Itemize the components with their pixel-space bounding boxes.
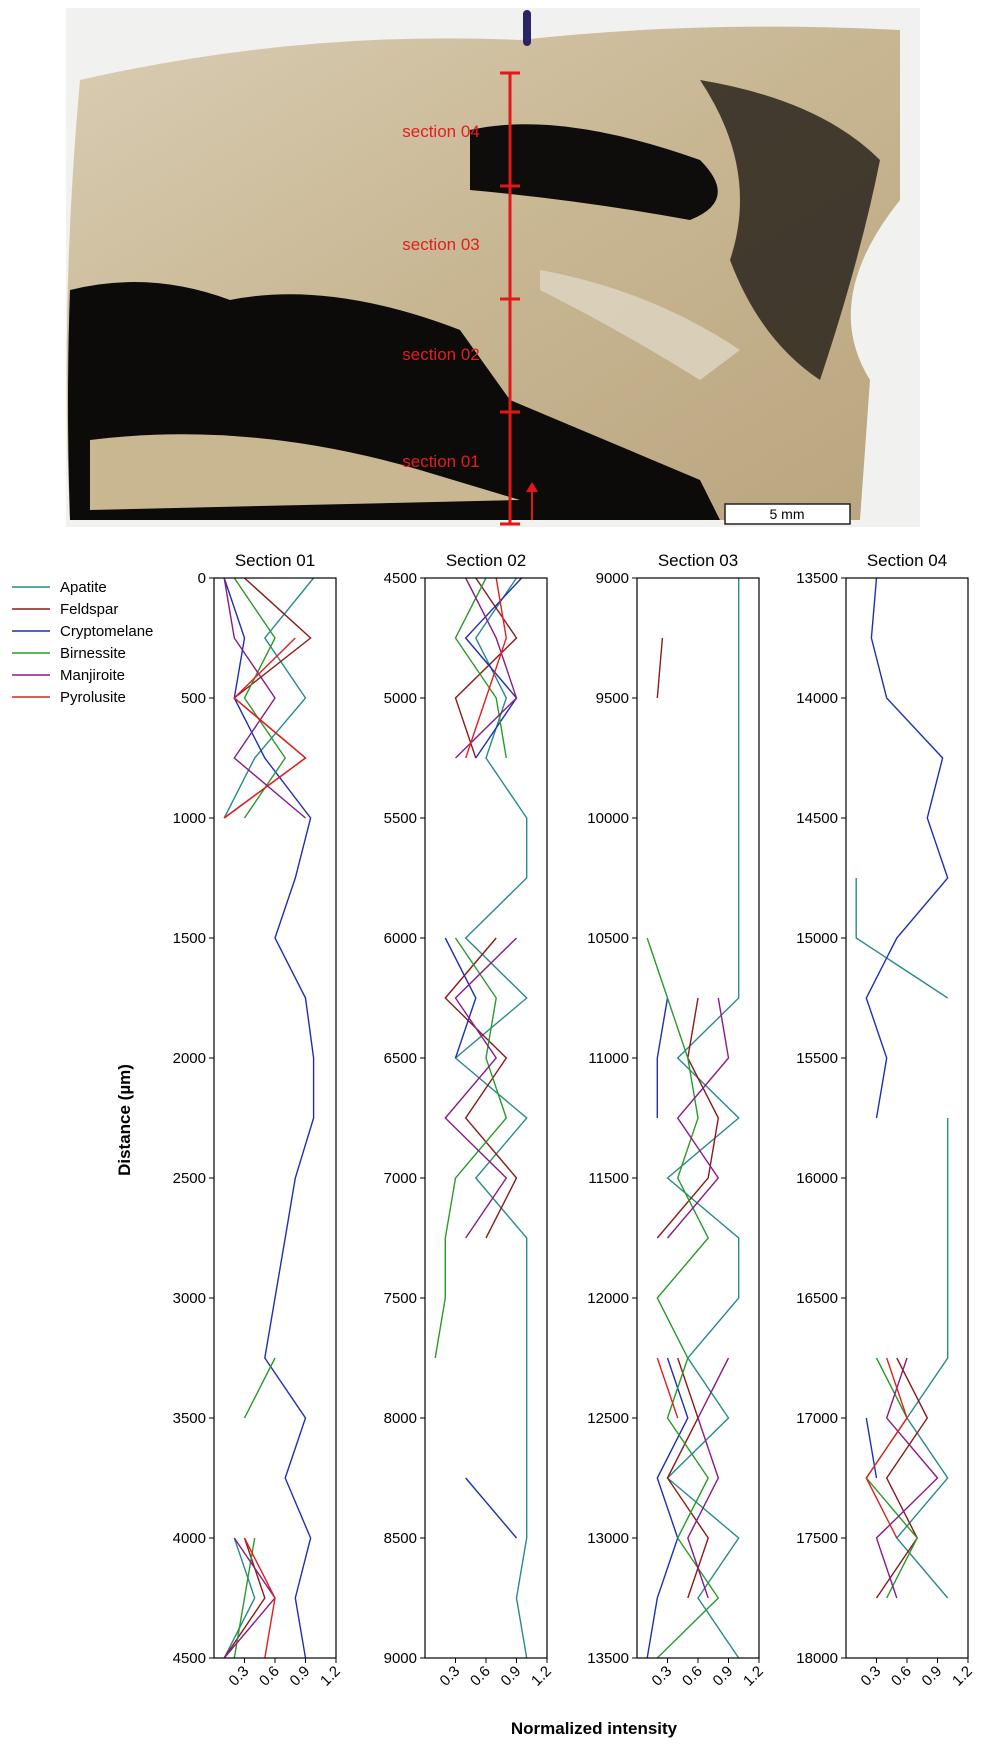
x-tick-label: 0.9: [287, 1663, 314, 1690]
y-tick-label: 13500: [796, 570, 838, 587]
scale-bar-label: 5 mm: [770, 506, 805, 522]
y-tick-label: 14500: [796, 810, 838, 827]
section-label: section 04: [402, 122, 480, 141]
y-tick-label: 4500: [173, 1650, 206, 1667]
y-tick-label: 2500: [173, 1170, 206, 1187]
y-tick-label: 14000: [796, 690, 838, 707]
series-line: [657, 638, 718, 1598]
x-tick-label: 0.3: [649, 1663, 676, 1690]
series-line: [224, 578, 313, 1658]
x-tick-label: 1.2: [317, 1663, 344, 1690]
y-tick-label: 13000: [587, 1530, 629, 1547]
y-tick-label: 10000: [587, 810, 629, 827]
section-label: section 03: [402, 235, 480, 254]
y-tick-label: 9000: [596, 570, 629, 587]
series-line: [657, 1358, 677, 1538]
y-tick-label: 11500: [588, 1170, 629, 1187]
y-tick-label: 6000: [384, 930, 417, 947]
y-tick-label: 12500: [587, 1410, 629, 1427]
y-tick-label: 12000: [587, 1290, 629, 1307]
y-tick-label: 3500: [173, 1410, 206, 1427]
y-tick-label: 6500: [384, 1050, 417, 1067]
x-tick-label: 0.3: [858, 1663, 885, 1690]
y-tick-label: 500: [181, 690, 206, 707]
y-tick-label: 7500: [384, 1290, 417, 1307]
legend-label: Pyrolusite: [60, 689, 126, 706]
y-tick-label: 4500: [384, 570, 417, 587]
section-label: section 01: [402, 452, 480, 471]
x-tick-label: 0.6: [467, 1663, 494, 1690]
series-line: [866, 578, 947, 1478]
y-tick-label: 10500: [587, 930, 629, 947]
y-tick-label: 17000: [796, 1410, 838, 1427]
y-tick-label: 9500: [596, 690, 629, 707]
x-tick-label: 1.2: [949, 1663, 976, 1690]
series-line: [647, 938, 718, 1658]
series-line: [445, 578, 516, 1598]
plot-frame: [846, 578, 968, 1658]
x-tick-label: 0.9: [710, 1663, 737, 1690]
plot-frame: [214, 578, 336, 1658]
x-tick-label: 0.3: [226, 1663, 253, 1690]
series-line: [647, 998, 688, 1658]
series-line: [668, 998, 729, 1598]
series-line: [856, 878, 948, 1598]
y-tick-label: 11000: [588, 1050, 629, 1067]
series-line: [445, 578, 521, 1538]
y-axis-title: Distance (µm): [115, 1064, 134, 1176]
x-tick-label: 0.9: [498, 1663, 525, 1690]
chart-title: Section 02: [446, 551, 526, 570]
y-tick-label: 17500: [796, 1530, 838, 1547]
y-tick-label: 15000: [796, 930, 838, 947]
series-line: [224, 578, 313, 1658]
y-tick-label: 15500: [796, 1050, 838, 1067]
y-tick-label: 5500: [384, 810, 417, 827]
chart-title: Section 03: [658, 551, 738, 570]
x-axis-title: Normalized intensity: [511, 1719, 678, 1738]
series-line: [224, 638, 305, 1658]
x-tick-label: 0.6: [256, 1663, 283, 1690]
x-tick-label: 0.6: [888, 1663, 915, 1690]
y-tick-label: 16000: [796, 1170, 838, 1187]
thin-section-photo: 5 mm section 04 section 03 section 02 se…: [66, 8, 920, 527]
series-line: [877, 1358, 938, 1598]
y-tick-label: 5000: [384, 690, 417, 707]
chart-title: Section 04: [867, 551, 947, 570]
series-line: [866, 1358, 917, 1598]
x-tick-label: 1.2: [740, 1663, 767, 1690]
series-line: [234, 578, 285, 1658]
y-tick-label: 9000: [384, 1650, 417, 1667]
y-tick-label: 2000: [173, 1050, 206, 1067]
y-tick-label: 18000: [796, 1650, 838, 1667]
legend-label: Manjiroite: [60, 667, 125, 684]
y-tick-label: 8000: [384, 1410, 417, 1427]
legend-label: Feldspar: [60, 601, 118, 618]
y-tick-label: 0: [198, 570, 206, 587]
series-line: [866, 1358, 907, 1538]
y-tick-label: 3000: [173, 1290, 206, 1307]
series-line: [445, 578, 516, 1238]
plot-frame: [425, 578, 547, 1658]
y-tick-label: 1500: [173, 930, 206, 947]
chart-title: Section 01: [235, 551, 315, 570]
series-line: [224, 578, 310, 1658]
legend-label: Cryptomelane: [60, 623, 153, 640]
x-tick-label: 0.6: [679, 1663, 706, 1690]
y-tick-label: 13500: [587, 1650, 629, 1667]
y-tick-label: 8500: [384, 1530, 417, 1547]
x-tick-label: 0.3: [437, 1663, 464, 1690]
y-tick-label: 1000: [173, 810, 206, 827]
section-label: section 02: [402, 345, 480, 364]
legend-label: Birnessite: [60, 645, 126, 662]
figure: 5 mm section 04 section 03 section 02 se…: [0, 0, 989, 1752]
x-tick-label: 0.9: [919, 1663, 946, 1690]
y-tick-label: 16500: [796, 1290, 838, 1307]
x-tick-label: 1.2: [528, 1663, 555, 1690]
y-tick-label: 7000: [384, 1170, 417, 1187]
legend-label: Apatite: [60, 579, 107, 596]
y-tick-label: 4000: [173, 1530, 206, 1547]
